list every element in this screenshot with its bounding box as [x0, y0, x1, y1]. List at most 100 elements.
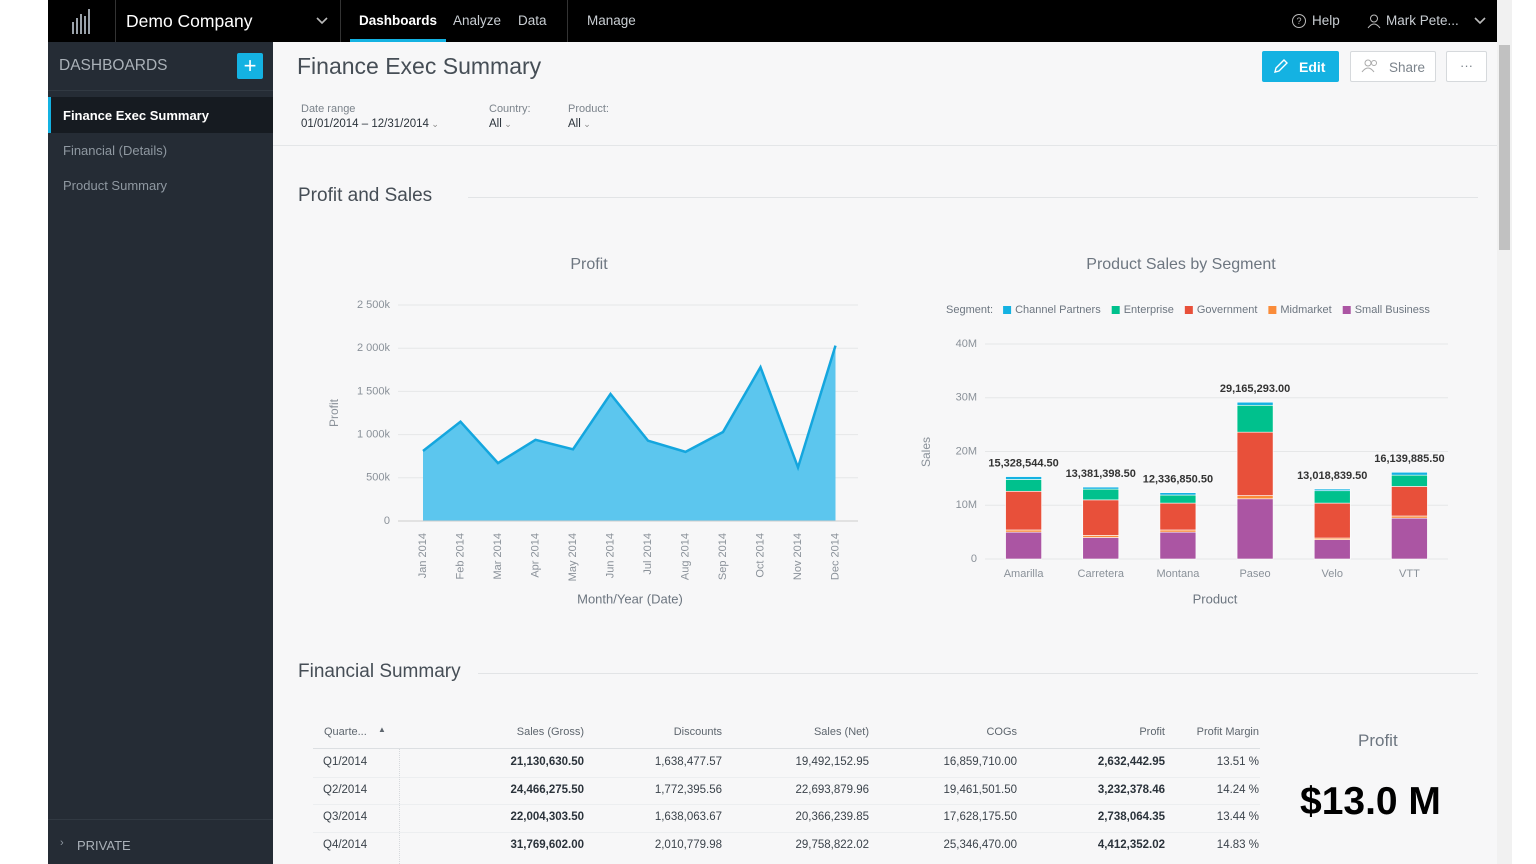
x-tick-label: Mar 2014: [492, 533, 504, 579]
bar-segment: [1159, 502, 1197, 531]
scrollbar-thumb[interactable]: [1499, 45, 1510, 250]
nav-tab[interactable]: Dashboards: [359, 13, 438, 28]
more-button[interactable]: ···: [1446, 51, 1487, 82]
filter-label: Date range: [301, 103, 356, 115]
table-cell: 29,758,822.02: [795, 838, 869, 851]
edit-icon: [1274, 59, 1288, 73]
table-cell: 16,859,710.00: [943, 756, 1017, 768]
filter-value[interactable]: 01/01/2014 – 12/31/2014: [301, 118, 439, 130]
share-icon: [1361, 59, 1377, 73]
y-tick-label: 1 000k: [357, 429, 391, 441]
bar-segment: [1082, 499, 1120, 536]
bar-segment: [1313, 488, 1351, 492]
dashboard-title: Finance Exec Summary: [297, 53, 542, 79]
column-header[interactable]: Profit: [1139, 726, 1165, 738]
x-tick-label: Aug 2014: [679, 533, 691, 580]
table-cell: 31,769,602.00: [510, 838, 584, 851]
y-tick-label: 0: [384, 515, 390, 527]
y-tick-label: 20M: [956, 445, 977, 457]
edit-button[interactable]: Edit: [1262, 51, 1339, 82]
company-chevron[interactable]: [316, 15, 328, 27]
nav-tab[interactable]: Analyze: [453, 13, 502, 28]
financial-table: Quarte... Sales (Gross) Discounts Sales (Ne…: [313, 715, 1260, 864]
dashboard-link[interactable]: Finance Exec Summary: [63, 108, 209, 123]
user-icon[interactable]: [1366, 13, 1382, 29]
filter-value[interactable]: All: [568, 118, 591, 130]
bar-segment: [1005, 529, 1042, 533]
column-header[interactable]: COGs: [986, 726, 1017, 738]
help-link[interactable]: Help: [1312, 13, 1340, 28]
bar-total-label: 13,018,839.50: [1297, 470, 1367, 482]
dashboard-link[interactable]: Financial (Details): [63, 143, 168, 158]
table-cell: 14.83 %: [1216, 838, 1259, 851]
help-icon[interactable]: ?: [1291, 13, 1307, 29]
filter-value[interactable]: All: [489, 118, 512, 130]
x-tick-label: Dec 2014: [829, 533, 841, 580]
table-cell: 14.24 %: [1216, 783, 1259, 796]
column-header[interactable]: Discounts: [673, 726, 722, 738]
x-tick-label: Sep 2014: [717, 533, 729, 580]
legend-label: Channel Partners: [1015, 304, 1101, 316]
bar-segment: [1313, 490, 1351, 504]
top-bar: Demo Company Dashboards Analyze Data Man…: [48, 0, 1497, 42]
section-title: Financial Summary: [298, 661, 461, 682]
column-header[interactable]: Sales (Net): [813, 726, 869, 738]
column-divider: [399, 749, 400, 864]
table-cell: 25,346,470.00: [943, 838, 1017, 851]
column-header[interactable]: Profit Margin: [1196, 726, 1259, 738]
scrollbar[interactable]: [1497, 0, 1512, 864]
bar-segment: [1082, 535, 1120, 538]
user-menu[interactable]: Mark Pete...: [1386, 13, 1459, 28]
table-cell: 1,638,477.57: [654, 756, 722, 768]
bar-segment: [1159, 492, 1197, 496]
private-section[interactable]: PRIVATE: [77, 838, 131, 853]
add-dashboard-button[interactable]: +: [237, 53, 263, 79]
chart-title: Product Sales by Segment: [1086, 256, 1276, 273]
y-tick-label: 2 500k: [357, 299, 391, 311]
table-cell: 2,632,442.95: [1097, 756, 1165, 768]
x-tick-label: Nov 2014: [792, 533, 804, 580]
bar-segment: [1082, 537, 1120, 560]
table-cell: 13.44 %: [1216, 811, 1259, 823]
bar-total-label: 12,336,850.50: [1143, 474, 1213, 486]
x-tick-label: Apr 2014: [529, 533, 541, 578]
bar-segment: [1005, 531, 1042, 560]
filter-label: Country:: [489, 103, 531, 115]
table-cell: Q2/2014: [323, 783, 368, 796]
y-tick-label: 40M: [956, 338, 977, 350]
legend-swatch: [1003, 306, 1012, 314]
dashboard-link[interactable]: Product Summary: [63, 178, 168, 193]
row-border: [313, 776, 1260, 778]
table-cell: 1,772,395.56: [654, 783, 722, 796]
table-cell: 1,638,063.67: [654, 811, 722, 823]
bar-total-label: 16,139,885.50: [1374, 453, 1444, 465]
column-header[interactable]: Quarte...: [324, 726, 367, 738]
active-item-bg: [48, 97, 273, 133]
bar-total-label: 13,381,398.50: [1066, 468, 1136, 480]
table-cell: Q3/2014: [323, 811, 368, 823]
legend-swatch: [1184, 306, 1193, 314]
user-chevron[interactable]: [1474, 15, 1486, 27]
logo[interactable]: [48, 0, 116, 42]
company-name[interactable]: Demo Company: [126, 11, 253, 31]
column-header[interactable]: Sales (Gross): [516, 726, 584, 738]
area: [423, 345, 836, 521]
nav-tab[interactable]: Manage: [587, 13, 636, 28]
bar-segment: [1082, 488, 1120, 501]
table-cell: 2,738,064.35: [1097, 811, 1165, 823]
bar-segment: [1005, 490, 1042, 531]
y-tick-label: 10M: [956, 499, 977, 511]
bar-segment: [1005, 479, 1042, 492]
row-border: [313, 831, 1260, 833]
table-cell: 19,461,501.50: [943, 783, 1017, 796]
x-tick-label: Jan 2014: [417, 533, 429, 578]
table-cell: 13.51 %: [1216, 756, 1259, 768]
x-tick-label: Montana: [1157, 568, 1201, 580]
bar-segment: [1391, 471, 1428, 476]
share-button[interactable]: Share: [1350, 51, 1436, 82]
legend-label: Government: [1197, 304, 1258, 316]
nav-tab[interactable]: Data: [518, 13, 547, 28]
legend-title: Segment:: [946, 304, 993, 316]
divider: [340, 0, 341, 42]
